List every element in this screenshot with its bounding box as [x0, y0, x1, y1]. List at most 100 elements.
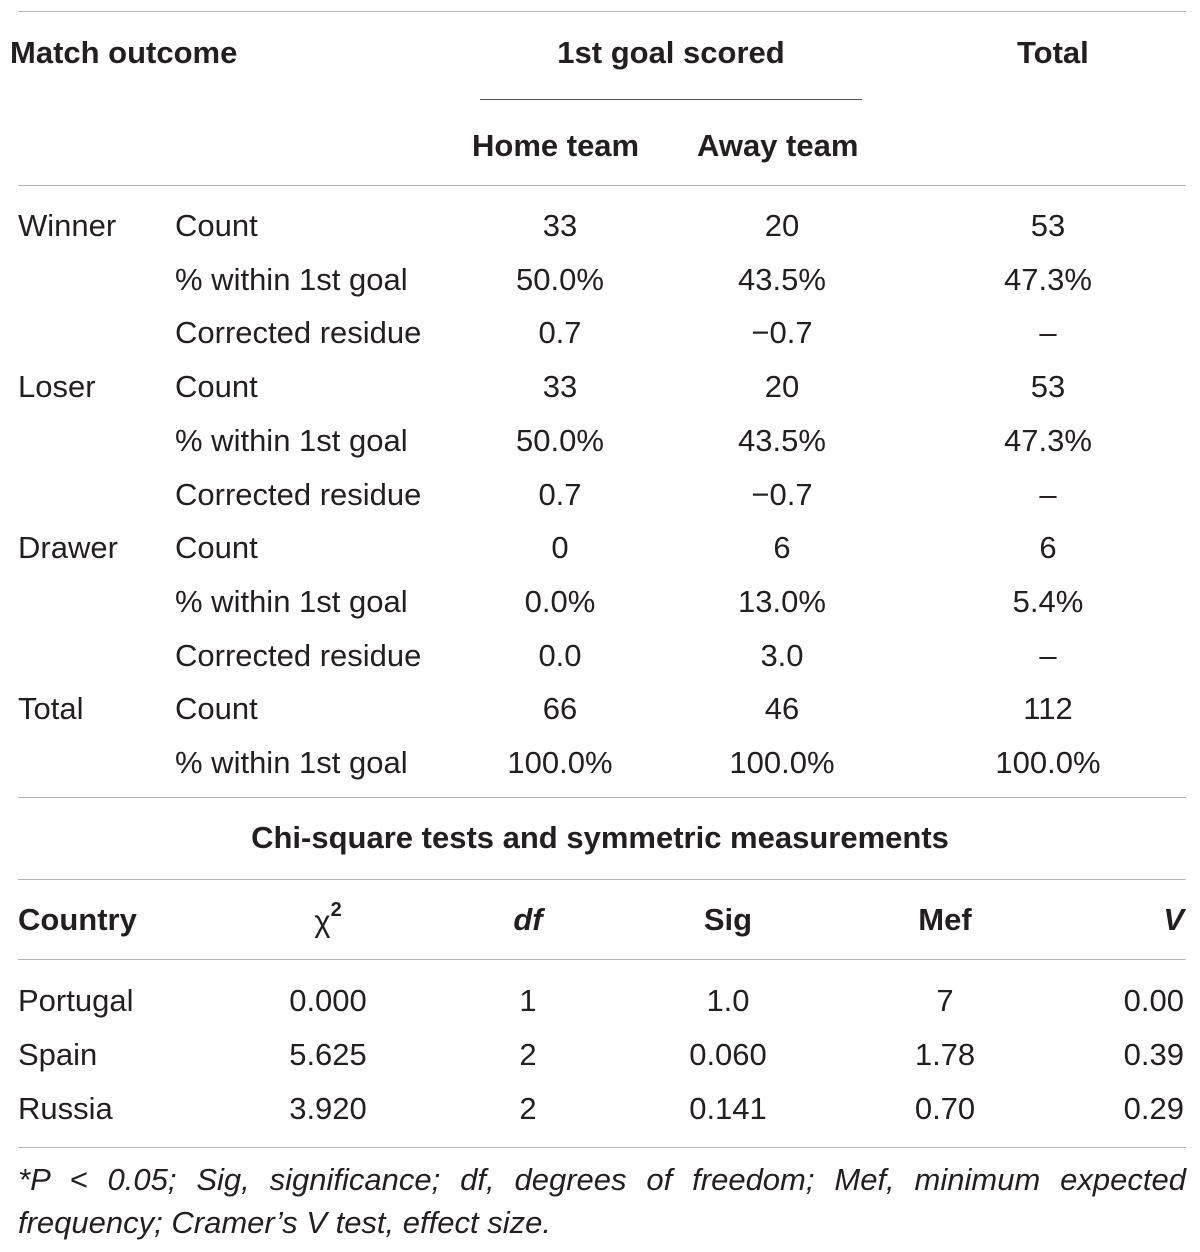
row-stat-label: Corrected residue [175, 315, 422, 351]
header-sig: Sig [703, 902, 753, 937]
cell-total: – [1039, 637, 1057, 673]
cell-country: Spain [18, 1037, 98, 1072]
row-outcome-label: Winner [18, 208, 117, 243]
row-stat-label: Count [175, 691, 258, 727]
chi-header-row: Country χ2 df Sig Mef V [0, 892, 1200, 946]
cell-away-team: 6 [773, 530, 791, 566]
crosstab-bottom-rule [18, 797, 1186, 798]
row-stat-label: % within 1st goal [175, 745, 408, 780]
table-row: Spain 5.625 2 0.060 1.78 0.39 [0, 1027, 1200, 1081]
row-stat-label: % within 1st goal [175, 583, 408, 619]
cell-chi-square: 3.920 [289, 1091, 367, 1126]
chi-header-rule [18, 959, 1186, 960]
cell-mef: 7 [936, 983, 954, 1018]
table-row: Corrected residue 0.7 −0.7 – [0, 305, 1200, 359]
first-goal-underline [480, 99, 862, 100]
cell-home-team: 33 [542, 208, 578, 243]
cell-total: 53 [1030, 208, 1066, 243]
header-country: Country [18, 902, 137, 937]
table-row: Russia 3.920 2 0.141 0.70 0.29 [0, 1081, 1200, 1135]
cell-chi-square: 0.000 [289, 983, 367, 1018]
cell-total: – [1039, 315, 1057, 351]
cell-total: – [1039, 476, 1057, 512]
cell-total: 100.0% [995, 745, 1101, 780]
chi-section-title: Chi-square tests and symmetric measureme… [251, 820, 949, 855]
cell-home-team: 0 [551, 530, 569, 566]
row-outcome-label: Total [18, 691, 84, 727]
row-stat-label: % within 1st goal [175, 422, 408, 458]
table-top-rule [18, 11, 1186, 12]
table-row: % within 1st goal 50.0% 43.5% 47.3% [0, 252, 1200, 306]
table-row: Loser Count 33 20 53 [0, 359, 1200, 413]
header-df: df [513, 902, 543, 937]
cell-total: 47.3% [1004, 422, 1092, 458]
row-stat-label: Corrected residue [175, 476, 422, 512]
table-row: Portugal 0.000 1 1.0 7 0.00 [0, 973, 1200, 1027]
cell-home-team: 0.0% [524, 583, 596, 619]
cell-cramers-v: 0.00 [1123, 983, 1184, 1018]
header-first-goal: 1st goal scored [557, 35, 785, 70]
table-row: % within 1st goal 50.0% 43.5% 47.3% [0, 413, 1200, 467]
cell-df: 2 [519, 1037, 537, 1072]
cell-mef: 1.78 [914, 1037, 976, 1072]
header-home-team: Home team [472, 128, 640, 163]
table-row: % within 1st goal 100.0% 100.0% 100.0% [0, 735, 1200, 789]
row-stat-label: Count [175, 208, 258, 243]
cell-chi-square: 5.625 [289, 1037, 367, 1072]
cell-total: 53 [1030, 369, 1066, 405]
cell-country: Portugal [18, 983, 134, 1018]
cell-sig: 0.060 [689, 1037, 767, 1072]
cell-away-team: −0.7 [751, 315, 813, 351]
cell-country: Russia [18, 1091, 113, 1126]
table-row: Corrected residue 0.0 3.0 – [0, 628, 1200, 682]
cell-home-team: 50.0% [516, 261, 604, 297]
chi-symbol: χ [314, 903, 331, 939]
cell-sig: 0.141 [689, 1091, 767, 1126]
header-chi-square: χ2 [228, 900, 428, 939]
table-row: % within 1st goal 0.0% 13.0% 5.4% [0, 574, 1200, 628]
cell-total: 6 [1039, 530, 1057, 566]
table-row: Corrected residue 0.7 −0.7 – [0, 467, 1200, 521]
cell-home-team: 66 [542, 691, 578, 727]
cell-cramers-v: 0.39 [1123, 1037, 1184, 1072]
row-stat-label: Count [175, 369, 258, 405]
cell-away-team: 43.5% [738, 261, 826, 297]
cell-home-team: 0.7 [538, 315, 582, 351]
header-match-outcome: Match outcome [10, 35, 238, 70]
cell-away-team: 13.0% [738, 583, 826, 619]
cell-home-team: 0.7 [538, 476, 582, 512]
cell-away-team: 100.0% [729, 745, 835, 780]
cell-home-team: 100.0% [507, 745, 613, 780]
cell-mef: 0.70 [914, 1091, 976, 1126]
header-v: V [1163, 902, 1184, 937]
chi-title-rule [18, 879, 1186, 880]
crosstab-header-rule [18, 185, 1186, 186]
cell-away-team: 43.5% [738, 422, 826, 458]
cell-away-team: 46 [764, 691, 800, 727]
cell-total: 47.3% [1004, 261, 1092, 297]
cell-cramers-v: 0.29 [1123, 1091, 1184, 1126]
cell-home-team: 50.0% [516, 422, 604, 458]
chi-bottom-rule [18, 1147, 1186, 1148]
row-stat-label: % within 1st goal [175, 261, 408, 297]
table-row: Drawer Count 0 6 6 [0, 520, 1200, 574]
row-stat-label: Count [175, 530, 258, 566]
cell-away-team: 20 [764, 369, 800, 405]
cell-df: 2 [519, 1091, 537, 1126]
footnote: *P < 0.05; Sig, significance; df, degree… [18, 1162, 1186, 1240]
header-mef: Mef [918, 902, 972, 937]
cell-away-team: −0.7 [751, 476, 813, 512]
cell-total: 5.4% [1012, 583, 1084, 619]
cell-sig: 1.0 [706, 983, 750, 1018]
header-total: Total [1017, 35, 1089, 70]
cell-home-team: 0.0 [538, 637, 582, 673]
row-stat-label: Corrected residue [175, 637, 422, 673]
table-row: Winner Count 33 20 53 [0, 198, 1200, 252]
header-away-team: Away team [697, 128, 859, 163]
row-outcome-label: Drawer [18, 530, 118, 566]
cell-df: 1 [519, 983, 537, 1018]
cell-total: 112 [1023, 691, 1073, 727]
cell-home-team: 33 [542, 369, 578, 405]
cell-away-team: 20 [764, 208, 800, 243]
chi-superscript: 2 [330, 899, 342, 921]
